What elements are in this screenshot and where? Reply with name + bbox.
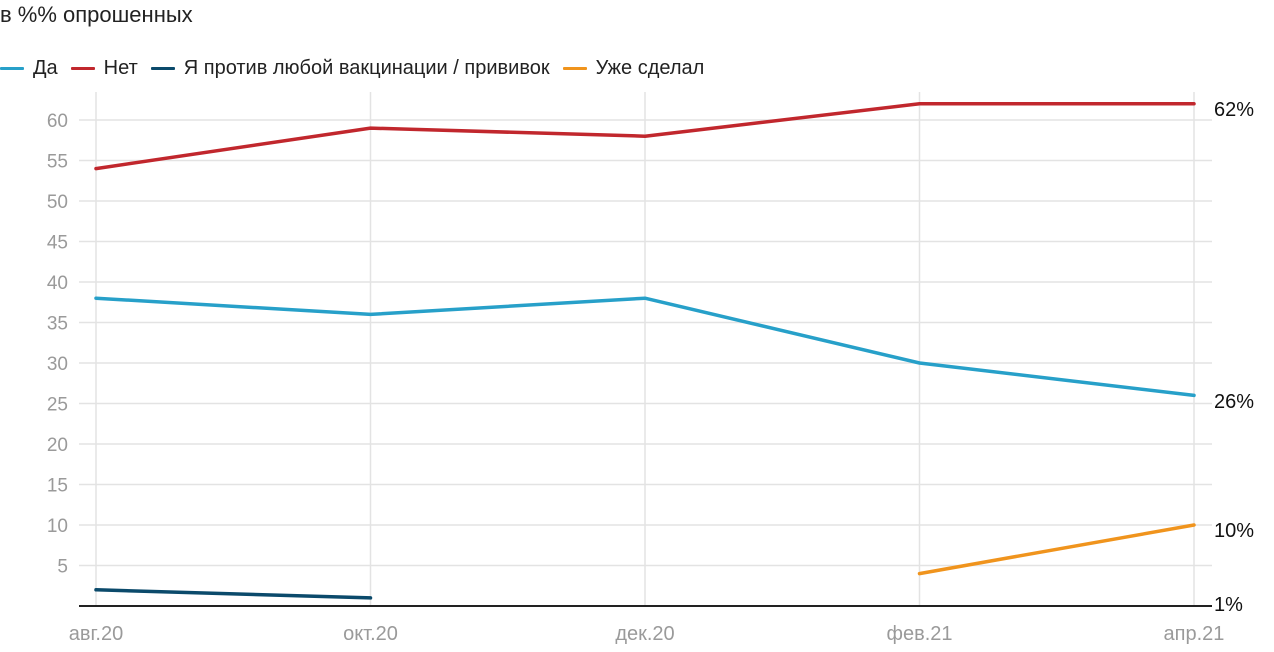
y-tick-label-30: 30 <box>47 354 68 375</box>
x-tick-label-3: фев.21 <box>886 623 952 645</box>
chart-subtitle: в %% опрошенных <box>0 2 193 27</box>
legend-swatch-done <box>562 67 587 70</box>
y-tick-label-35: 35 <box>47 314 68 335</box>
y-tick-label-40: 40 <box>47 273 68 294</box>
legend-swatch-against <box>150 67 175 70</box>
x-tick-label-2: дек.20 <box>615 623 674 645</box>
x-tick-label-4: апр.21 <box>1164 623 1225 645</box>
series-line-2 <box>94 588 373 600</box>
legend-item-net: Нет <box>70 57 138 80</box>
series-line-1 <box>94 102 1196 171</box>
y-tick-label-15: 15 <box>47 476 68 497</box>
end-label-series-3: 10% <box>1214 520 1254 542</box>
end-label-series-2: 1% <box>1214 594 1243 616</box>
legend-label-da: Да <box>33 57 58 79</box>
y-tick-label-60: 60 <box>47 111 68 132</box>
end-label-series-1: 62% <box>1214 99 1254 121</box>
legend-label-net: Нет <box>103 57 138 79</box>
legend-swatch-da <box>0 67 24 70</box>
end-label-series-0: 26% <box>1214 391 1254 413</box>
legend-label-done: Уже сделал <box>595 57 705 79</box>
series-line-0 <box>94 296 1196 398</box>
chart-legend: Да Нет Я против любой вакцинации / приви… <box>0 57 717 80</box>
y-tick-label-25: 25 <box>47 395 68 416</box>
y-tick-label-55: 55 <box>47 152 68 173</box>
x-tick-label-0: авг.20 <box>69 623 123 645</box>
series-line-3 <box>917 523 1196 576</box>
y-tick-label-50: 50 <box>47 192 68 213</box>
y-tick-label-20: 20 <box>47 435 68 456</box>
y-tick-label-10: 10 <box>47 516 68 537</box>
legend-item-against: Я против любой вакцинации / прививок <box>150 57 550 80</box>
legend-item-done: Уже сделал <box>562 57 705 80</box>
y-tick-label-5: 5 <box>57 557 68 578</box>
x-tick-label-1: окт.20 <box>343 623 398 645</box>
legend-label-against: Я против любой вакцинации / прививок <box>183 57 550 79</box>
legend-swatch-net <box>70 67 95 70</box>
legend-item-da: Да <box>0 57 58 80</box>
y-tick-label-45: 45 <box>47 233 68 254</box>
